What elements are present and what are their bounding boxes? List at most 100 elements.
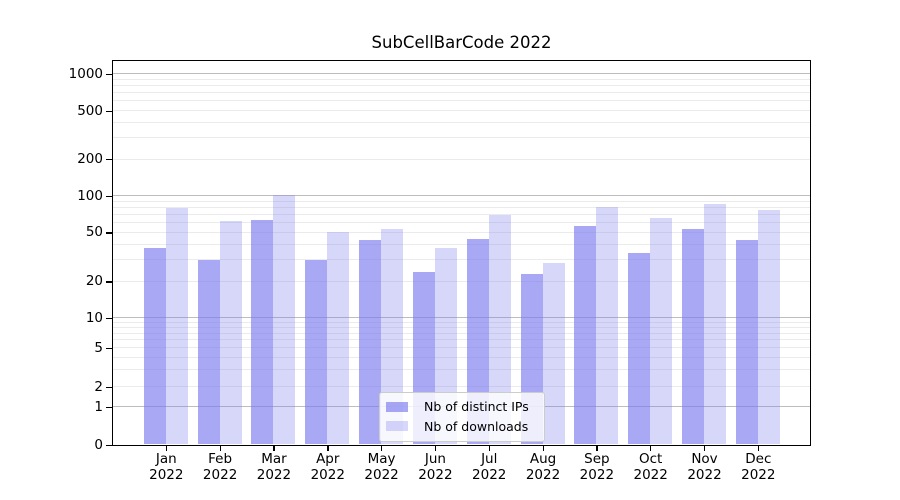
minor-gridline (113, 259, 810, 261)
y-tick-label: 0 (94, 436, 103, 453)
x-tick-label-line: Mar (261, 451, 287, 467)
bar-distinct-ips (143, 248, 166, 444)
x-tick-label-line: Nov (691, 451, 718, 467)
x-tick-label-line: 2022 (525, 466, 561, 483)
y-tick-mark (106, 73, 112, 76)
y-tick-label: 10 (85, 309, 103, 326)
x-tick-label: Aug 2022 (511, 451, 575, 483)
minor-gridline (113, 92, 810, 94)
bar-distinct-ips (305, 259, 328, 444)
bar-distinct-ips (251, 220, 274, 444)
major-gridline (113, 195, 810, 197)
major-gridline (113, 317, 810, 319)
major-gridline (113, 73, 810, 75)
minor-gridline (113, 280, 810, 282)
minor-gridline (113, 339, 810, 341)
minor-gridline (113, 100, 810, 102)
y-tick-label: 1000 (68, 65, 103, 82)
y-tick-label: 50 (85, 224, 103, 241)
y-tick-mark (106, 444, 112, 446)
minor-gridline (113, 110, 810, 111)
bar-downloads (381, 229, 404, 444)
minor-gridline (113, 326, 810, 328)
x-tick-label-line: May (367, 451, 396, 467)
x-tick-mark (650, 446, 652, 451)
bar-downloads (327, 232, 350, 444)
x-tick-label-line: Oct (639, 451, 663, 467)
x-tick-mark (327, 446, 329, 451)
minor-gridline (113, 158, 810, 160)
x-tick-mark (381, 446, 383, 451)
legend-row: Nb of distinct IPs (386, 397, 536, 417)
y-tick-label: 20 (85, 273, 103, 290)
x-tick-label-line: 2022 (579, 466, 615, 483)
x-tick-mark (488, 446, 491, 451)
x-tick-label-line: Apr (316, 451, 340, 467)
bar-downloads (650, 217, 673, 444)
x-tick-label: Jun 2022 (403, 451, 467, 483)
x-tick-label: Mar 2022 (242, 451, 306, 483)
x-tick-label-line: 2022 (741, 466, 776, 483)
minor-gridline (113, 231, 810, 233)
bar-downloads (596, 206, 619, 444)
x-tick-mark (165, 446, 168, 451)
minor-gridline (113, 78, 810, 80)
y-tick-label: 200 (77, 151, 103, 168)
legend-label: Nb of distinct IPs (424, 399, 529, 415)
x-tick-label: May 2022 (350, 451, 414, 483)
x-tick-label: Jan 2022 (134, 451, 198, 483)
bar-downloads (757, 210, 780, 444)
x-tick-label-line: 2022 (364, 466, 399, 483)
minor-gridline (113, 332, 810, 334)
x-tick-label: Apr 2022 (296, 451, 360, 483)
minor-gridline (113, 243, 810, 245)
y-tick-label: 2 (94, 378, 103, 395)
x-tick-mark (704, 446, 706, 451)
y-tick-label: 1 (94, 398, 103, 415)
bar-distinct-ips (359, 240, 382, 444)
legend-swatch (386, 401, 408, 412)
x-tick-mark (273, 446, 275, 451)
x-tick-label-line: 2022 (633, 466, 668, 483)
y-tick-label: 500 (77, 102, 103, 119)
y-tick-mark (106, 232, 112, 234)
x-tick-label-line: 2022 (149, 466, 184, 483)
x-tick-mark (596, 446, 598, 451)
x-tick-label-line: 2022 (310, 466, 345, 483)
minor-gridline (113, 356, 810, 358)
x-tick-label-line: Feb (208, 451, 233, 467)
x-tick-mark (434, 446, 437, 451)
minor-gridline (113, 321, 810, 323)
minor-gridline (113, 207, 810, 209)
minor-gridline (113, 347, 810, 348)
x-tick-label-line: Jan (155, 451, 177, 467)
x-tick-label-line: 2022 (472, 466, 507, 483)
bar-distinct-ips (197, 259, 220, 444)
y-tick-mark (106, 347, 112, 349)
x-tick-label-line: 2022 (687, 466, 722, 483)
x-tick-label-line: Sep (584, 451, 610, 467)
minor-gridline (113, 214, 810, 216)
y-tick-mark (106, 195, 112, 198)
x-tick-mark (757, 446, 760, 451)
minor-gridline (113, 137, 810, 139)
minor-gridline (113, 85, 810, 87)
bar-downloads (542, 263, 565, 444)
plot-area: Nb of distinct IPs Nb of downloads (112, 60, 811, 446)
x-tick-label-line: Dec (745, 451, 772, 467)
x-tick-label-line: Aug (529, 451, 557, 467)
minor-gridline (113, 121, 810, 123)
bar-downloads (704, 203, 726, 444)
bar-downloads (488, 214, 511, 444)
x-tick-label: Oct 2022 (619, 451, 683, 483)
legend-swatch (386, 421, 408, 432)
y-tick-mark (106, 110, 112, 112)
x-tick-mark (542, 446, 544, 451)
legend-label: Nb of downloads (424, 418, 529, 434)
minor-gridline (113, 386, 810, 388)
y-tick-mark (106, 406, 112, 408)
x-tick-label: Jul 2022 (457, 451, 521, 483)
y-tick-label: 5 (94, 339, 103, 356)
bar-distinct-ips (682, 229, 704, 444)
